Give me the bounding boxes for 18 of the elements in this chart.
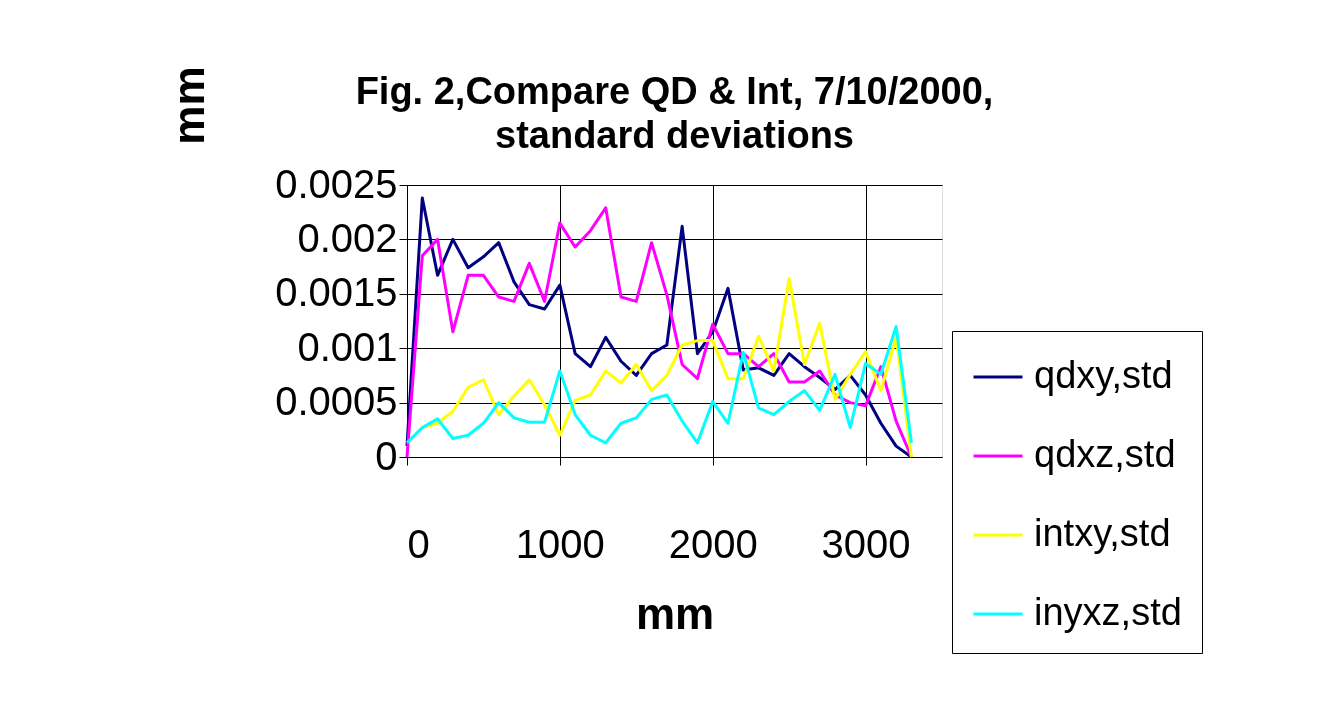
y-tick-label: 0.0015 [275, 270, 398, 315]
chart-title: Fig. 2,Compare QD & Int, 7/10/2000, standard deviations [355, 69, 994, 156]
line-series [405, 324, 913, 445]
y-tick-label: 0.0025 [275, 161, 398, 206]
x-tick-label: 0 [407, 521, 430, 566]
y-tick-label: 0.0005 [275, 379, 398, 424]
x-axis-title: mm [635, 588, 715, 638]
legend-label: qdxy,std [1034, 354, 1173, 396]
y-tick-label: 0.002 [297, 215, 398, 260]
x-tick-label: 3000 [821, 521, 911, 566]
y-tick-label: 0 [375, 433, 398, 478]
legend-label: qdxz,std [1034, 433, 1176, 475]
y-tick-label: 0.001 [297, 324, 398, 369]
x-tick-label: 2000 [668, 521, 758, 566]
y-axis-title: mm [163, 66, 213, 145]
x-tick-label: 1000 [515, 521, 605, 566]
legend-label: intxy,std [1034, 512, 1171, 554]
legend-label: inyxz,std [1034, 591, 1182, 633]
